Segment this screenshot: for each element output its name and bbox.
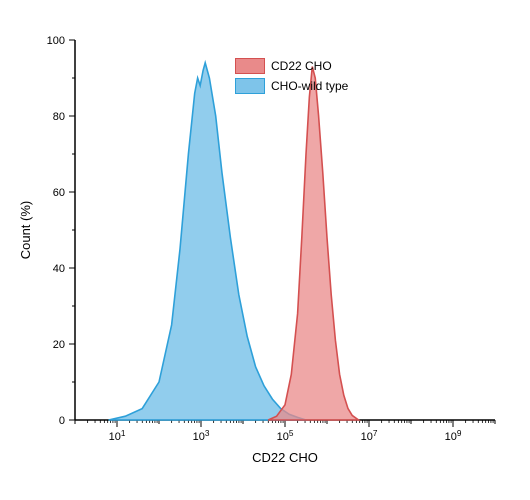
svg-text:40: 40 (53, 263, 65, 275)
series-cd22-cho (268, 67, 358, 420)
svg-text:107: 107 (361, 429, 378, 444)
svg-text:101: 101 (109, 429, 126, 444)
svg-text:60: 60 (53, 187, 65, 199)
y-axis-label: Count (%) (18, 201, 33, 260)
series-cho-wild-type (109, 63, 306, 420)
svg-text:100: 100 (47, 35, 65, 47)
svg-text:109: 109 (445, 429, 462, 444)
x-axis-label: CD22 CHO (252, 450, 318, 465)
chart-legend: CD22 CHO CHO-wild type (235, 58, 348, 98)
svg-text:20: 20 (53, 339, 65, 351)
legend-item: CD22 CHO (235, 58, 348, 74)
svg-text:103: 103 (193, 429, 210, 444)
flow-cytometry-chart: 0 20 40 60 80 100 Count (%) 101 103 105 107 109 CD22… (0, 0, 530, 500)
svg-text:80: 80 (53, 111, 65, 123)
legend-label: CD22 CHO (271, 59, 332, 73)
legend-swatch (235, 78, 265, 94)
svg-text:105: 105 (277, 429, 294, 444)
legend-label: CHO-wild type (271, 79, 348, 93)
svg-text:0: 0 (59, 415, 65, 427)
legend-item: CHO-wild type (235, 78, 348, 94)
legend-swatch (235, 58, 265, 74)
